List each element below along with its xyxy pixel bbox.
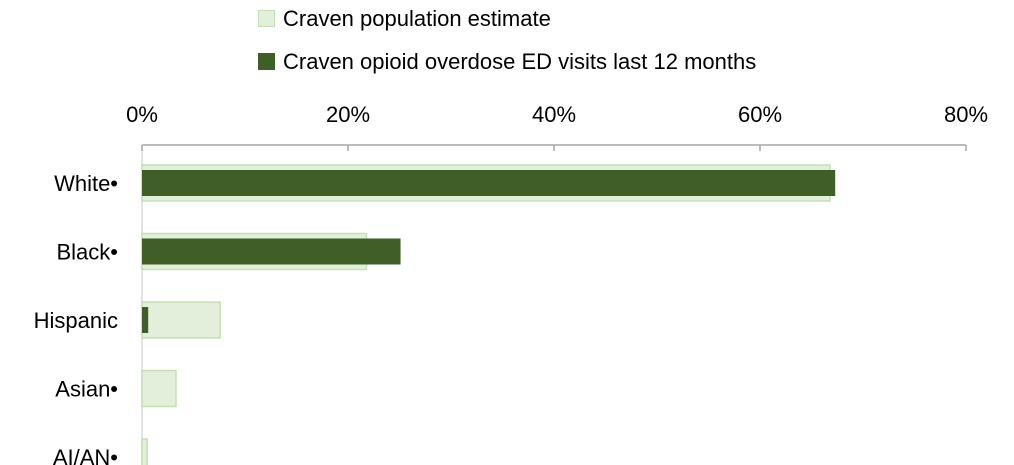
x-tick-label: 20%	[326, 102, 370, 127]
x-tick-label: 0%	[126, 102, 158, 127]
legend-swatch-ed-visits	[258, 53, 275, 70]
legend-label-ed-visits: Craven opioid overdose ED visits last 12…	[283, 48, 757, 74]
bar-ed-visits	[142, 238, 401, 265]
category-label: Hispanic	[34, 308, 118, 333]
legend-label-population: Craven population estimate	[283, 5, 551, 31]
legend-item-ed-visits: Craven opioid overdose ED visits last 12…	[258, 47, 756, 76]
bar-ed-visits	[142, 307, 149, 333]
legend-swatch-population	[258, 10, 275, 27]
category-label: Asian•	[55, 377, 118, 402]
bar-ed-visits	[142, 170, 836, 196]
bar-population	[141, 301, 222, 339]
category-label: AI/AN•	[53, 445, 118, 465]
bar-population	[141, 369, 177, 408]
x-tick-label: 40%	[532, 102, 576, 127]
category-label: White•	[54, 171, 118, 196]
bar-population	[141, 438, 148, 465]
x-tick-label: 60%	[738, 102, 782, 127]
x-tick-label: 80%	[944, 102, 988, 127]
chart-legend: Craven population estimate Craven opioid…	[258, 4, 756, 90]
legend-item-population: Craven population estimate	[258, 4, 756, 33]
category-label: Black•	[57, 240, 119, 265]
